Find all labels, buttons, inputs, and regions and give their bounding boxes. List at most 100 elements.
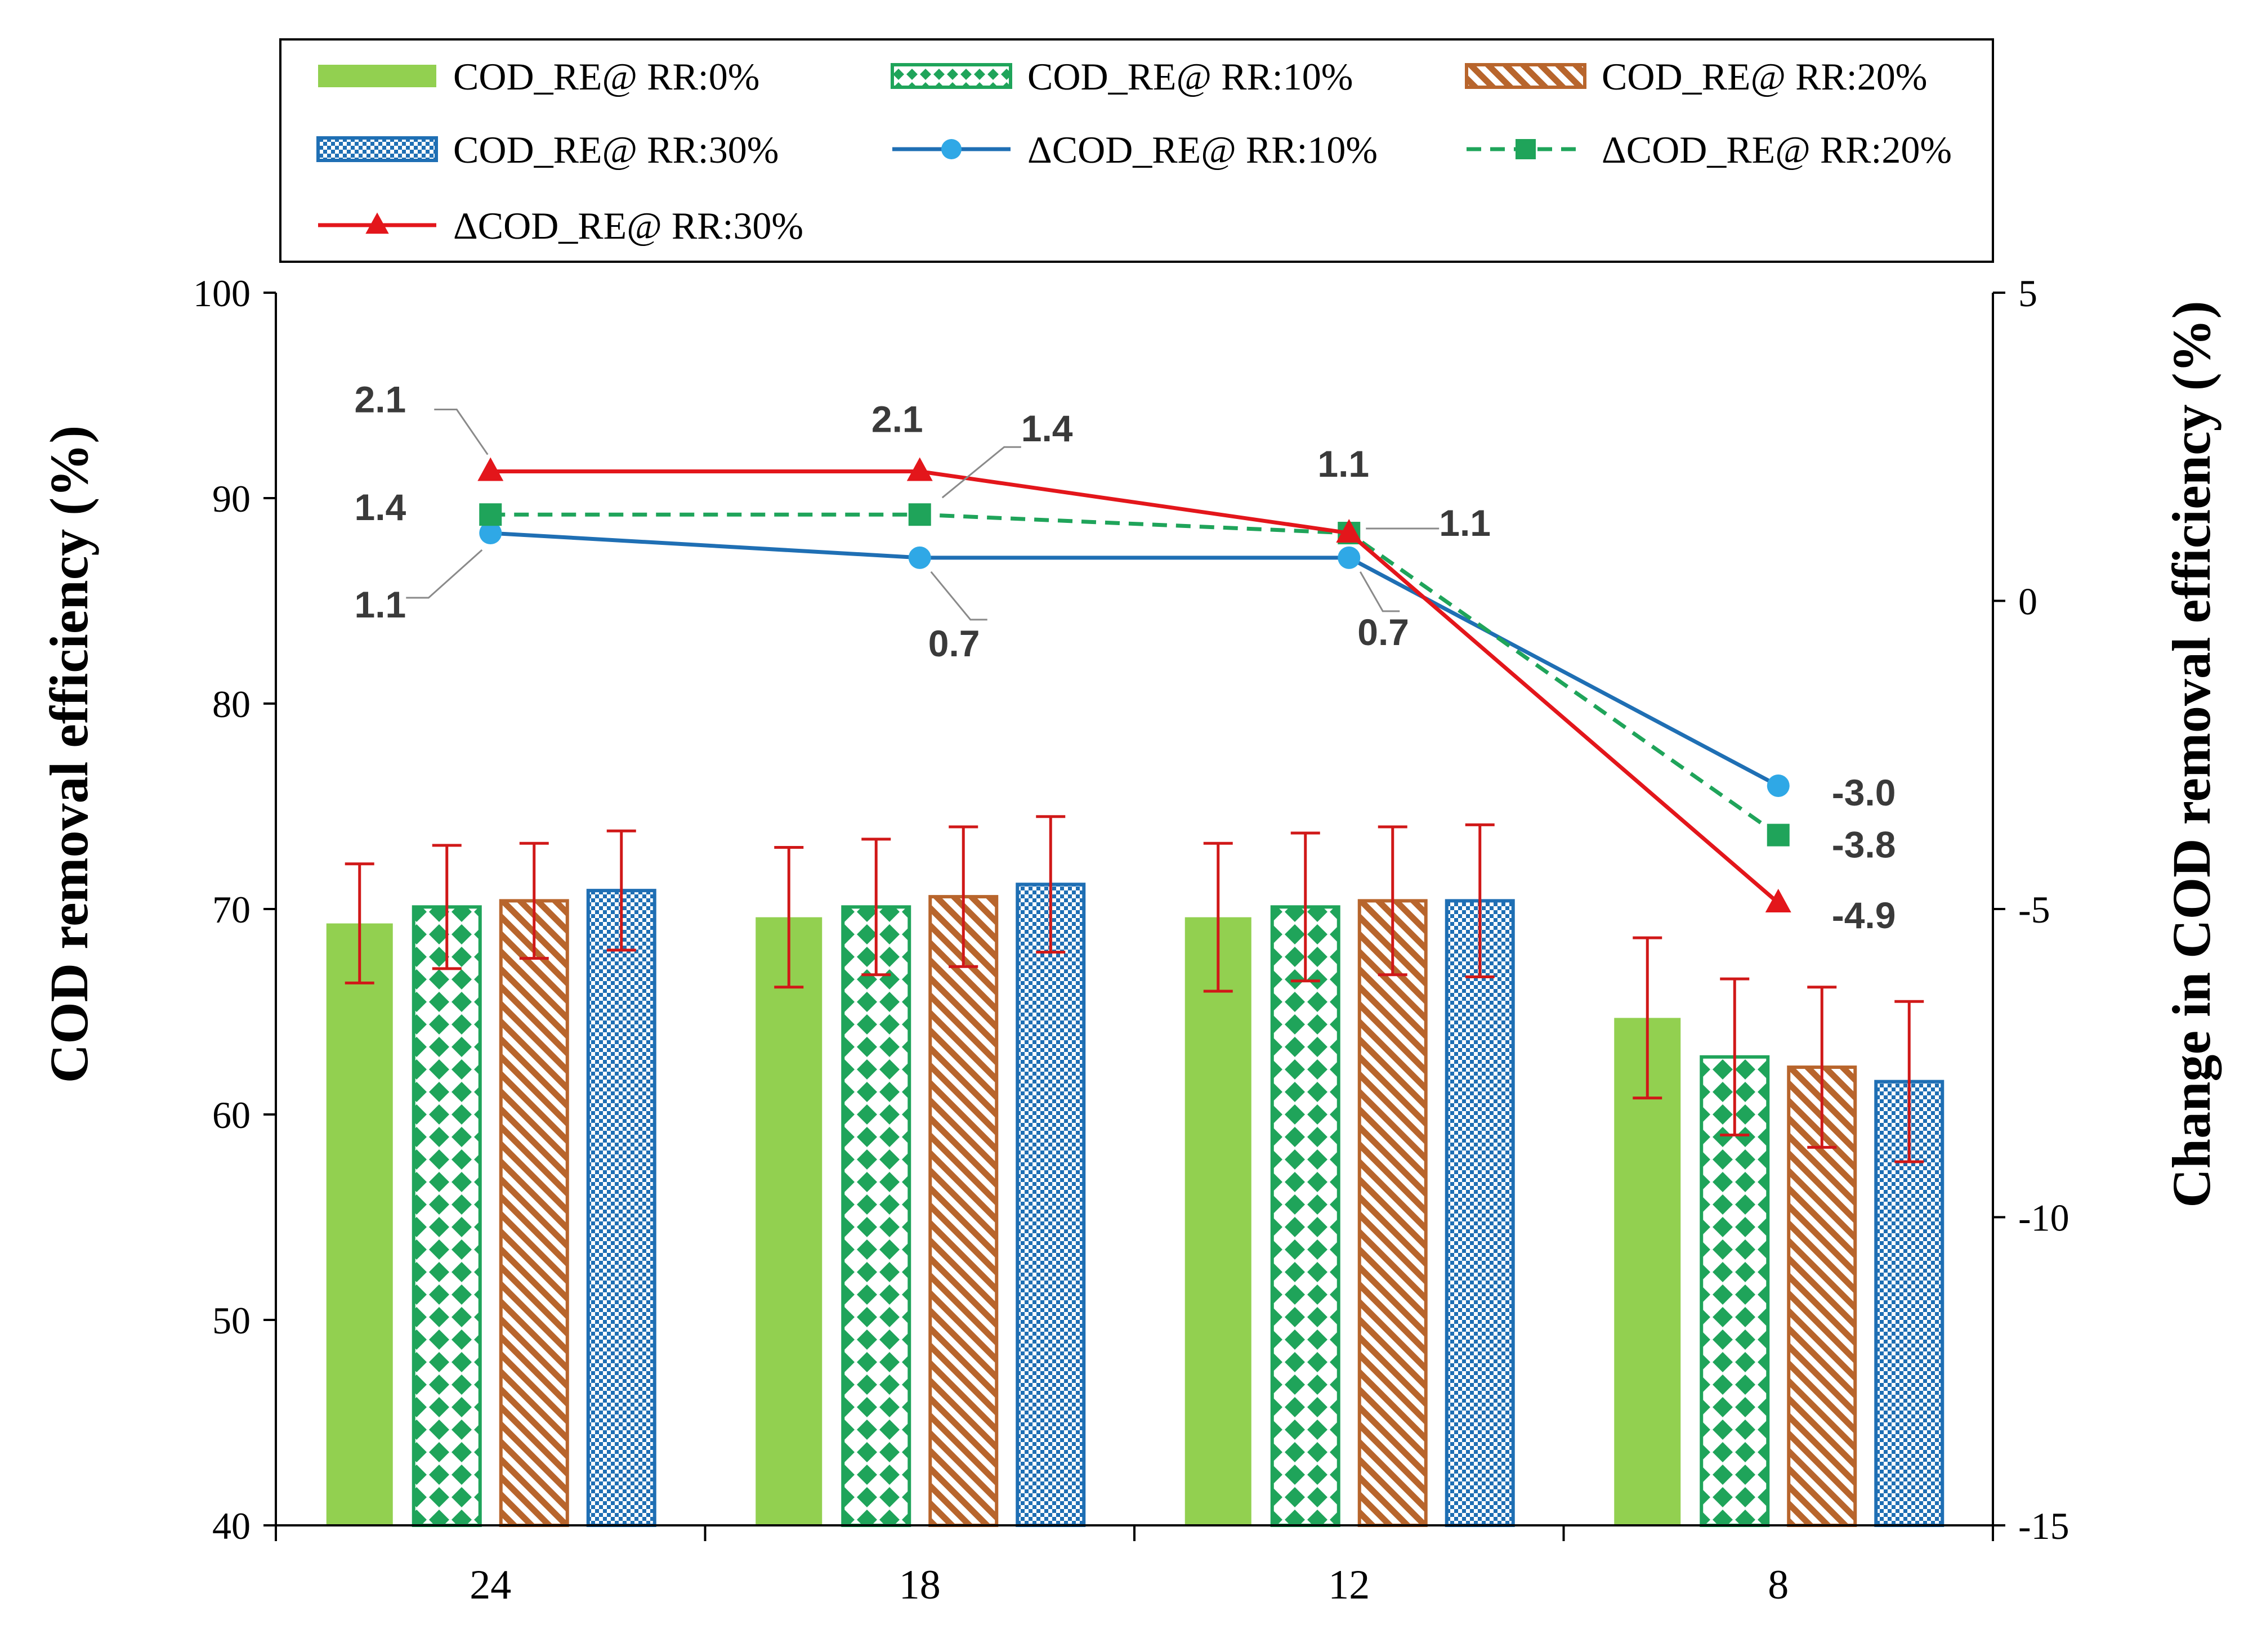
legend: COD_RE@ RR:0% COD_RE@ RR:10% COD_RE@ RR:20… [316,55,1952,247]
x-tick-label-18: 18 [899,1562,941,1608]
leader-line-18-series-1 [941,446,1021,499]
legend-item-3: COD_RE@ RR:30% [316,128,779,171]
right-tick-label--15: -15 [2018,1505,2069,1547]
line-point-18-series-1 [908,503,931,526]
line-point-18-series-0 [908,546,931,569]
line-point-12-series-0 [1338,546,1361,569]
line-point-24-series-1 [479,503,502,526]
left-tick-label-100: 100 [193,272,251,315]
error-bar-12-series-1 [1290,831,1320,983]
right-axis-title: Change in COD removal efficiency (%) [2161,301,2221,1207]
error-bar-18-series-3 [1036,815,1066,954]
legend-item-2: COD_RE@ RR:20% [1465,55,1927,98]
bar-12-series-2 [1357,899,1428,1527]
left-tick-label-40: 40 [212,1505,251,1547]
error-bar-24-series-3 [606,829,636,952]
legend-label-3: COD_RE@ RR:30% [453,128,779,171]
line-path-series-0 [490,531,1780,788]
legend-label-6: ΔCOD_RE@ RR:30% [453,204,803,247]
line-series-2 [477,457,1791,913]
line-point-18-series-2 [906,457,933,481]
legend-marker-6 [365,212,389,234]
error-bar-18-series-2 [949,825,978,968]
line-point-12-series-2 [1336,519,1362,543]
bar-12-series-3 [1445,899,1515,1527]
leader-line-24-series-2 [434,409,489,455]
bar-12-series-0 [1184,917,1251,1525]
legend-swatch-2 [1465,63,1586,89]
bar-24-series-1 [412,905,482,1527]
error-bar-18-series-0 [774,846,804,989]
line-series-0 [479,522,1790,797]
point-label-24-series-0: 1.1 [355,584,406,625]
legend-label-5: ΔCOD_RE@ RR:20% [1602,128,1952,171]
right-tick-label--5: -5 [2018,888,2050,931]
x-tick-label-12: 12 [1328,1562,1370,1608]
point-label-8-series-2: -4.9 [1832,894,1896,936]
error-bar-24-series-0 [345,862,374,984]
point-label-12-series-0: 0.7 [1357,611,1409,653]
legend-item-5: ΔCOD_RE@ RR:20% [1467,128,1952,171]
error-bar-8-series-1 [1720,977,1750,1136]
leader-line-12-series-0 [1359,571,1400,612]
legend-box [279,38,1994,263]
error-bar-12-series-2 [1378,825,1407,977]
line-series-1 [479,503,1790,847]
legend-label-1: COD_RE@ RR:10% [1027,55,1353,98]
legend-label-4: ΔCOD_RE@ RR:10% [1027,128,1378,171]
lines-layer [477,457,1791,913]
legend-marker-4 [941,139,962,159]
point-label-12-series-2: 1.1 [1317,443,1369,485]
x-tick-label-8: 8 [1768,1562,1789,1608]
legend-swatch-3 [316,136,438,162]
point-label-12-series-1: 1.1 [1439,502,1491,544]
leader-line-24-series-0 [406,549,483,599]
error-bar-12-series-3 [1465,823,1495,978]
x-tick-label-24: 24 [470,1562,511,1608]
line-path-series-2 [490,469,1780,905]
point-label-18-series-2: 2.1 [871,399,923,440]
right-tick-label-5: 5 [2018,272,2037,315]
error-bar-24-series-2 [519,841,549,960]
legend-item-1: COD_RE@ RR:10% [891,55,1353,98]
point-label-24-series-2: 2.1 [355,379,406,420]
line-point-8-series-1 [1767,823,1790,847]
point-label-18-series-0: 0.7 [928,623,980,664]
bar-24-series-3 [586,889,656,1527]
legend-marker-5 [1516,139,1536,159]
bar-8-series-0 [1614,1018,1681,1525]
legend-swatch-0 [318,65,436,87]
legend-item-0: COD_RE@ RR:0% [318,55,759,98]
point-label-8-series-0: -3.0 [1832,772,1896,813]
line-point-8-series-2 [1765,889,1791,913]
error-bar-8-series-2 [1807,986,1837,1149]
point-label-8-series-1: -3.8 [1832,824,1896,866]
legend-item-4: ΔCOD_RE@ RR:10% [892,128,1378,171]
error-bars-layer [345,815,1924,1163]
right-tick-label-0: 0 [2018,580,2037,623]
error-bar-24-series-1 [432,844,462,970]
error-bar-8-series-3 [1894,1000,1924,1163]
bar-18-series-2 [928,895,999,1527]
bar-12-series-1 [1270,905,1340,1527]
right-tick-label--10: -10 [2018,1197,2069,1239]
bar-18-series-1 [841,905,911,1527]
bar-24-series-2 [499,899,569,1527]
left-axis-title: COD removal efficiency (%) [39,426,99,1084]
left-tick-label-90: 90 [212,477,251,520]
legend-item-6: ΔCOD_RE@ RR:30% [318,204,803,247]
line-point-8-series-0 [1767,774,1790,797]
legend-swatch-1 [891,63,1012,89]
left-tick-label-50: 50 [212,1299,251,1342]
left-tick-label-70: 70 [212,888,251,931]
error-bar-8-series-0 [1633,936,1662,1100]
axes-layer: 40 50 60 70 80 90 100 -15 -10 -5 0 5 24 18 12 8 [193,272,2069,1608]
error-bar-12-series-0 [1203,841,1233,993]
left-tick-label-80: 80 [212,683,251,726]
bar-18-series-0 [756,917,822,1525]
point-label-18-series-1: 1.4 [1021,408,1073,449]
leader-line-18-series-0 [930,571,987,621]
bar-18-series-3 [1016,883,1086,1527]
bar-24-series-0 [326,923,393,1525]
